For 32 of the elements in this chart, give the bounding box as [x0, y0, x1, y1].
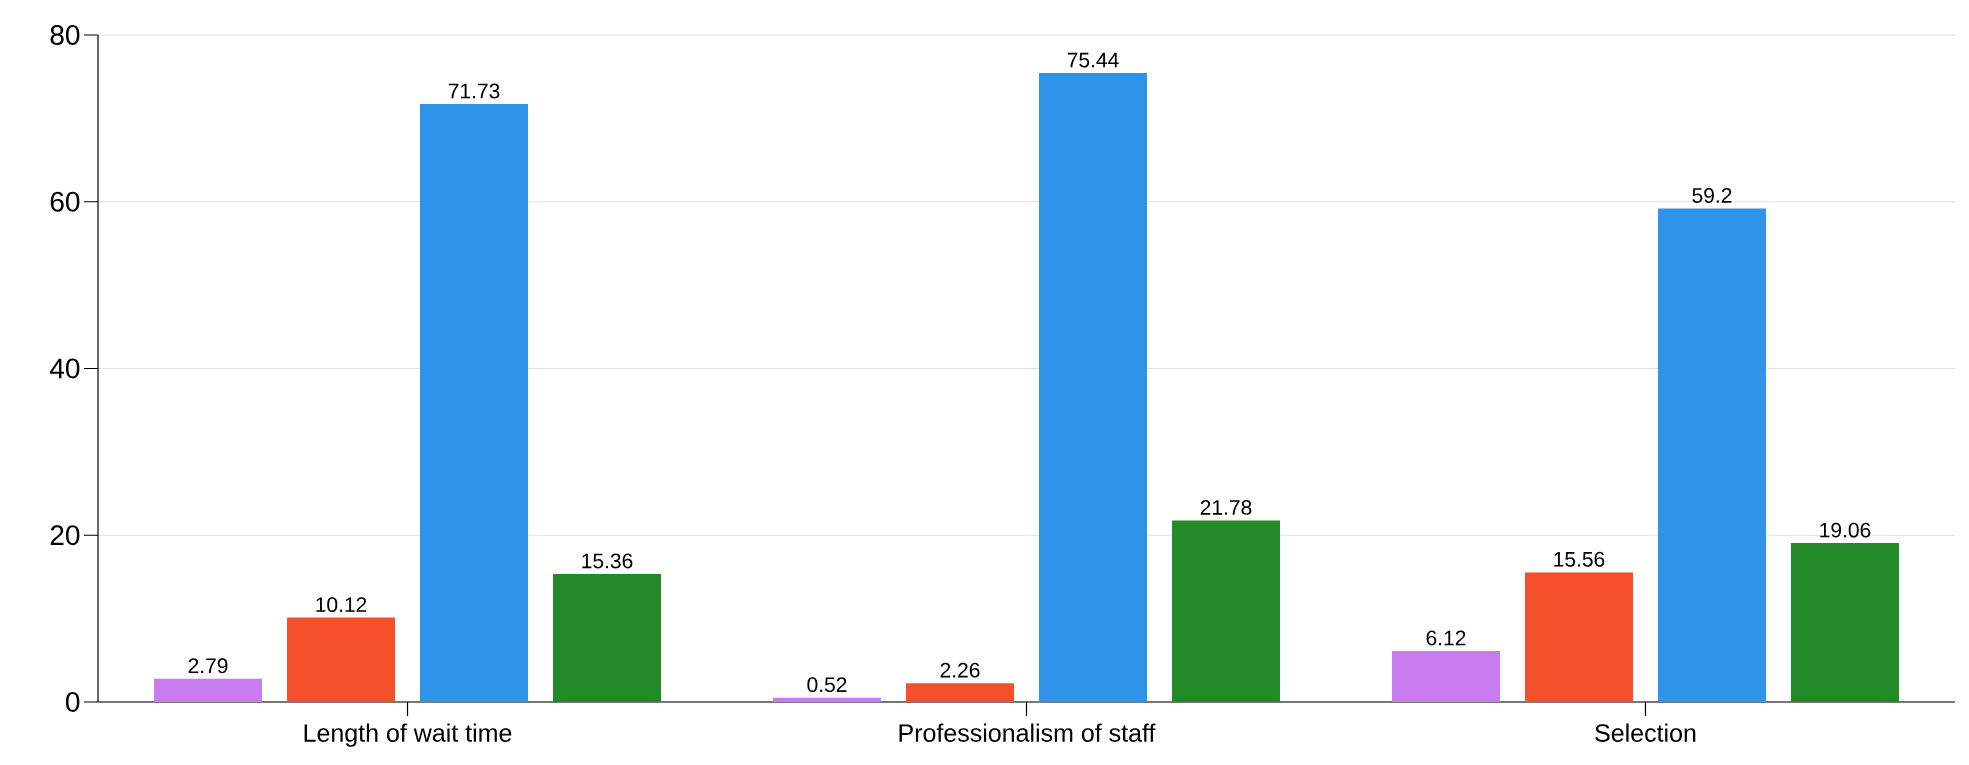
- bar: [773, 697, 881, 702]
- bar: [154, 678, 263, 702]
- data-label: 2.26: [940, 662, 980, 678]
- data-label: 6.12: [1426, 630, 1466, 646]
- bar: [420, 103, 529, 702]
- data-label: 2.79: [188, 658, 228, 674]
- bar: [906, 683, 1014, 702]
- data-label: 10.12: [316, 597, 367, 613]
- data-label: 59.2: [1692, 188, 1732, 203]
- data-label: 71.73: [448, 83, 500, 99]
- bar: [553, 573, 662, 702]
- bar: [287, 617, 396, 702]
- data-label: 15.36: [582, 553, 633, 569]
- data-label: 15.56: [1554, 551, 1605, 567]
- x-tick-label: Professionalism of staff: [899, 723, 1156, 742]
- data-label: 19.06: [1820, 522, 1871, 538]
- bar: [1657, 208, 1766, 702]
- bar: [1524, 572, 1633, 702]
- bar: [1039, 73, 1147, 702]
- bar: [1391, 650, 1500, 702]
- y-tick-label: 60: [50, 191, 80, 212]
- x-tick-label: Length of wait time: [304, 723, 512, 747]
- data-label: 0.52: [807, 677, 847, 693]
- x-tick-label: Selection: [1595, 723, 1696, 742]
- data-label: 75.44: [1067, 52, 1119, 68]
- y-tick-label: 20: [50, 525, 80, 546]
- bar: [1790, 543, 1899, 702]
- y-tick-label: 40: [49, 358, 80, 379]
- y-tick-label: 80: [50, 25, 80, 45]
- data-label: 21.78: [1200, 500, 1252, 515]
- bar: [1171, 520, 1280, 702]
- y-tick-label: 0: [66, 692, 80, 712]
